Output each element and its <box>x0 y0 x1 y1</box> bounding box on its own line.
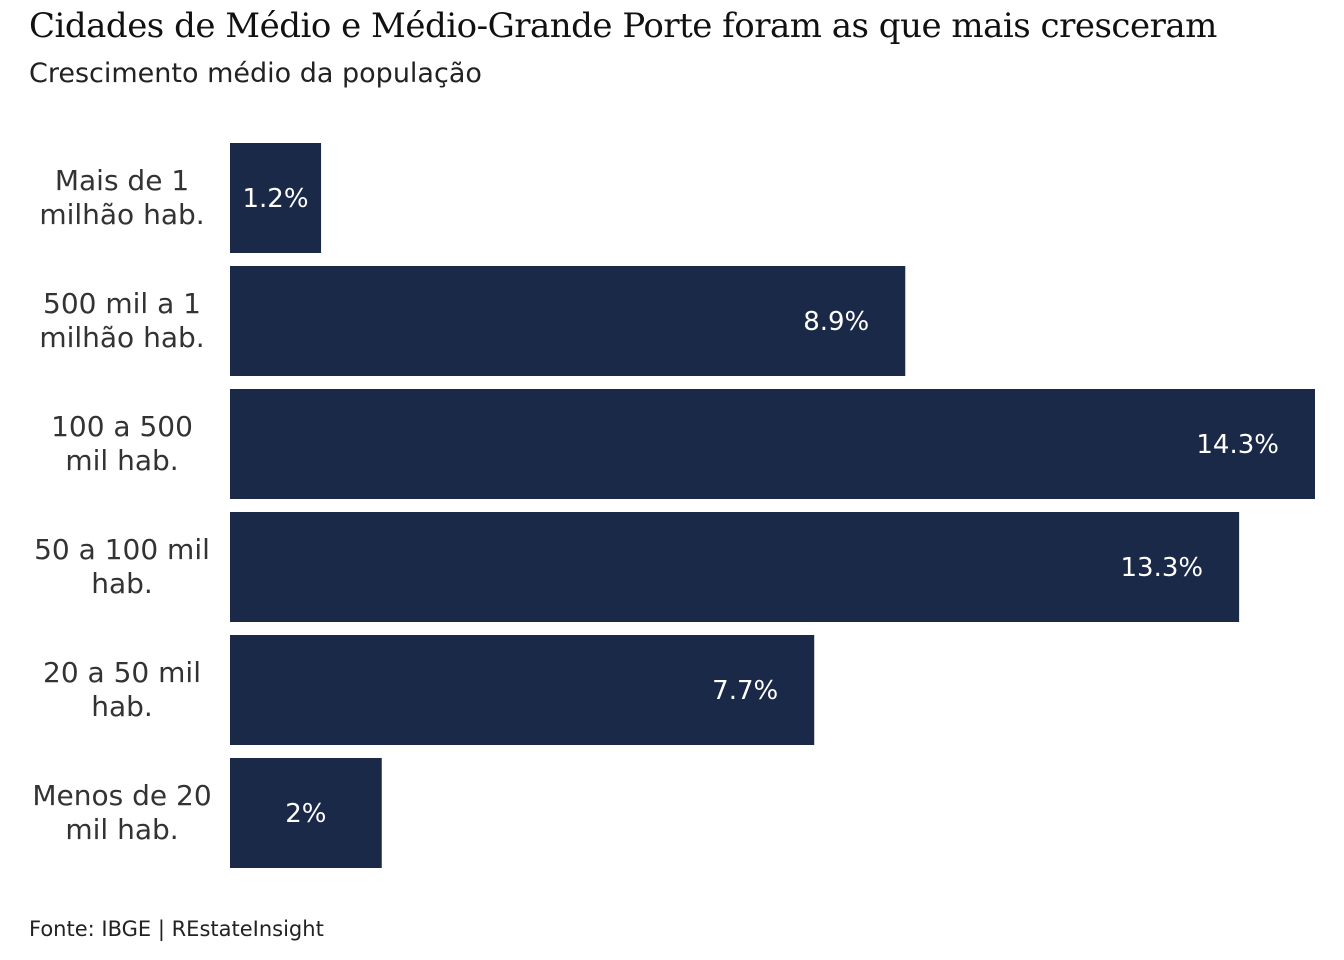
category-label-0-line-0: Mais de 1 <box>55 164 189 197</box>
category-label-0: Mais de 1 milhão hab. <box>39 164 204 231</box>
category-label-4-line-0: 20 a 50 mil <box>43 656 201 689</box>
value-label-3: 13.3% <box>1121 553 1204 583</box>
value-label-2: 14.3% <box>1196 430 1279 460</box>
value-label-5: 2% <box>285 799 326 829</box>
bar-5 <box>230 758 382 868</box>
bars-group <box>230 143 1315 868</box>
category-label-3-line-1: hab. <box>91 567 153 600</box>
category-label-4: 20 a 50 mil hab. <box>43 656 201 723</box>
category-label-3-line-0: 50 a 100 mil <box>34 533 210 566</box>
value-label-0: 1.2% <box>242 184 308 214</box>
category-label-0-line-1: milhão hab. <box>39 198 204 231</box>
value-label-4: 7.7% <box>712 676 778 706</box>
category-label-1-line-0: 500 mil a 1 <box>43 287 201 320</box>
category-label-4-line-1: hab. <box>91 690 153 723</box>
category-labels-group: Mais de 1 milhão hab.500 mil a 1 milhão ha… <box>32 164 211 846</box>
bar-1 <box>230 266 906 376</box>
source-note: Fonte: IBGE | REstateInsight <box>29 917 324 941</box>
bar-4 <box>230 635 815 745</box>
value-label-1: 8.9% <box>803 307 869 337</box>
category-label-2-line-0: 100 a 500 <box>51 410 193 443</box>
category-label-5-line-1: mil hab. <box>65 813 178 846</box>
category-label-1-line-1: milhão hab. <box>39 321 204 354</box>
category-label-5-line-0: Menos de 20 <box>32 779 211 812</box>
bar-2 <box>230 389 1315 499</box>
category-label-3: 50 a 100 mil hab. <box>34 533 210 600</box>
category-label-2-line-1: mil hab. <box>65 444 178 477</box>
chart-title: Cidades de Médio e Médio-Grande Porte fo… <box>29 6 1217 46</box>
value-labels-group: 1.2% 8.9% 14.3% 13.3% 7.7% 2% <box>242 184 1279 829</box>
category-label-2: 100 a 500 mil hab. <box>51 410 193 477</box>
category-label-1: 500 mil a 1 milhão hab. <box>39 287 204 354</box>
bar-0 <box>230 143 322 253</box>
chart-subtitle: Crescimento médio da população <box>29 58 482 89</box>
category-label-5: Menos de 20 mil hab. <box>32 779 211 846</box>
bar-3 <box>230 512 1240 622</box>
